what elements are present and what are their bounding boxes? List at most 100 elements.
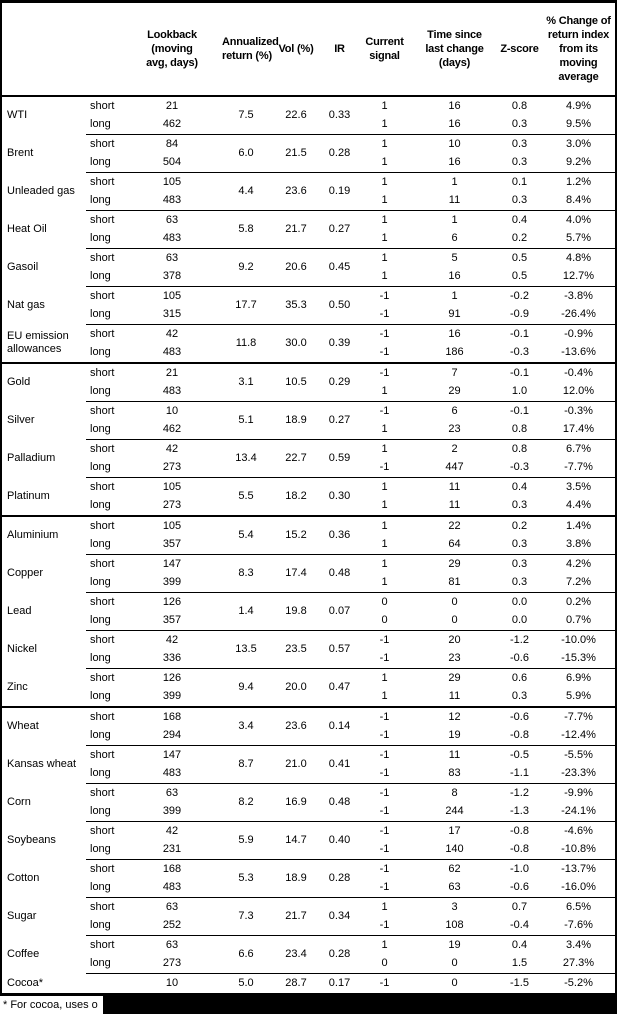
- lookback-value: 273: [162, 499, 182, 512]
- commodity-name: Copper: [7, 567, 44, 579]
- time-since-change-value: 16: [448, 118, 461, 131]
- vol-value: 10.5: [270, 362, 322, 402]
- lookback-value: 273: [162, 957, 182, 970]
- pct-change-value: 12.0%: [562, 385, 595, 398]
- vol-value: 21.5: [270, 134, 322, 173]
- zscore-value: 0.3: [511, 690, 528, 703]
- lookback-value: 63: [122, 210, 222, 230]
- time-since-change-value: 11: [448, 194, 461, 207]
- position-label: long: [90, 118, 111, 131]
- header-ir: IR: [322, 3, 357, 97]
- position-label: short: [86, 401, 122, 421]
- time-since-change-value: 7: [412, 362, 497, 383]
- zscore-value: 0.8: [497, 95, 542, 116]
- time-since-change-value: 140: [445, 843, 464, 856]
- ir-value: 0.19: [322, 172, 357, 211]
- signal-value: 1: [357, 515, 412, 536]
- lookback-value: 42: [122, 630, 222, 650]
- lookback-value: 147: [122, 554, 222, 574]
- lookback-value: 231: [162, 843, 182, 856]
- vol-value: 23.4: [270, 935, 322, 974]
- ir-value: 0.17: [322, 973, 357, 994]
- table-row: long 273 1 11 0.3 4.4%: [2, 497, 615, 517]
- position-label: short: [86, 439, 122, 459]
- header-lookback: Lookback (moving avg, days): [122, 3, 222, 97]
- lookback-value: 483: [162, 194, 182, 207]
- signal-value: -1: [357, 821, 412, 841]
- commodity-name: Palladium: [7, 452, 56, 464]
- vol-value: 23.6: [270, 706, 322, 746]
- commodity-name: Gold: [2, 362, 86, 402]
- signal-value: 1: [381, 538, 388, 551]
- lookback-value: 315: [162, 308, 182, 321]
- signal-value: -1: [357, 286, 412, 306]
- time-since-change-value: 11: [412, 745, 497, 765]
- position-label: long: [90, 423, 111, 436]
- table-row: long 483 -1 186 -0.3 -13.6%: [2, 344, 615, 364]
- pct-change-value: -15.3%: [561, 652, 596, 665]
- time-since-change-value: 6: [412, 401, 497, 421]
- table-row: Cocoa* 10 5.0 28.7 0.17 -1 0 -1.5 -5.2%: [2, 973, 615, 994]
- zscore-value: -1.3: [510, 805, 529, 818]
- commodity-name: Brent: [7, 147, 34, 159]
- ir-value: 0.14: [322, 706, 357, 746]
- time-since-change-value: 16: [412, 95, 497, 116]
- table-row: long 483 1 11 0.3 8.4%: [2, 192, 615, 211]
- position-label: long: [90, 232, 111, 245]
- annualized-return-value: 13.5: [222, 630, 270, 669]
- lookback-value: 63: [122, 897, 222, 917]
- table-header-row: Lookback (moving avg, days) Annualized r…: [2, 3, 615, 97]
- pct-change-value: -26.4%: [561, 308, 596, 321]
- signal-value: -1: [357, 859, 412, 879]
- commodity-name: Cotton: [7, 872, 40, 884]
- annualized-return-value: 7.5: [222, 95, 270, 135]
- pct-change-value: 1.2%: [542, 172, 615, 192]
- zscore-value: -0.1: [497, 362, 542, 383]
- table-row: long 357 0 0 0.0 0.7%: [2, 612, 615, 631]
- time-since-change-value: 11: [448, 499, 461, 512]
- table-row: Unleaded gas short 105 4.4 23.6 0.19 1 1 0.1 1.2%: [2, 172, 615, 211]
- time-since-change-value: 11: [412, 477, 497, 497]
- zscore-value: 0.3: [497, 554, 542, 574]
- zscore-value: 0.3: [511, 118, 528, 131]
- table-row: long 399 1 11 0.3 5.9%: [2, 688, 615, 708]
- ir-value: 0.45: [322, 248, 357, 287]
- position-label: short: [86, 134, 122, 154]
- table-row: long 336 -1 23 -0.6 -15.3%: [2, 650, 615, 669]
- ir-value: 0.28: [322, 935, 357, 974]
- pct-change-value: 4.8%: [542, 248, 615, 268]
- lookback-value: 147: [122, 745, 222, 765]
- time-since-change-value: 62: [412, 859, 497, 879]
- lookback-value: 21: [122, 362, 222, 383]
- commodity-name: Nickel: [7, 643, 37, 655]
- lookback-value: 42: [122, 439, 222, 459]
- signal-value: 0: [381, 614, 388, 627]
- header-pct-change: % Change of return index from its moving…: [542, 3, 615, 97]
- annualized-return-value: 5.5: [222, 477, 270, 516]
- vol-value: 35.3: [270, 286, 322, 325]
- pct-change-value: 6.9%: [542, 668, 615, 688]
- table-row: long 273 0 0 1.5 27.3%: [2, 955, 615, 974]
- zscore-value: 0.2: [511, 232, 528, 245]
- pct-change-value: 9.2%: [565, 156, 592, 169]
- zscore-value: 0.2: [497, 515, 542, 536]
- pct-change-value: 5.9%: [565, 690, 592, 703]
- position-label: short: [86, 515, 122, 536]
- lookback-value: 483: [162, 232, 182, 245]
- annualized-return-value: 13.4: [222, 439, 270, 478]
- signal-value: 1: [357, 134, 412, 154]
- position-label: short: [86, 286, 122, 306]
- commodity-name: Unleaded gas: [7, 185, 75, 197]
- zscore-value: -0.8: [510, 729, 529, 742]
- table-row: Soybeans short 42 5.9 14.7 0.40 -1 17 -0.8 -4.6%: [2, 821, 615, 860]
- commodity-name: EU emission allowances: [7, 330, 69, 356]
- signal-value: 0: [381, 957, 388, 970]
- ir-value: 0.40: [322, 821, 357, 860]
- time-since-change-value: 186: [445, 346, 464, 359]
- ir-value: 0.07: [322, 592, 357, 631]
- time-since-change-value: 0: [412, 973, 497, 994]
- pct-change-value: -23.3%: [561, 767, 596, 780]
- annualized-return-value: 1.4: [222, 592, 270, 631]
- zscore-value: -0.8: [510, 843, 529, 856]
- pct-change-value: -0.9%: [542, 324, 615, 344]
